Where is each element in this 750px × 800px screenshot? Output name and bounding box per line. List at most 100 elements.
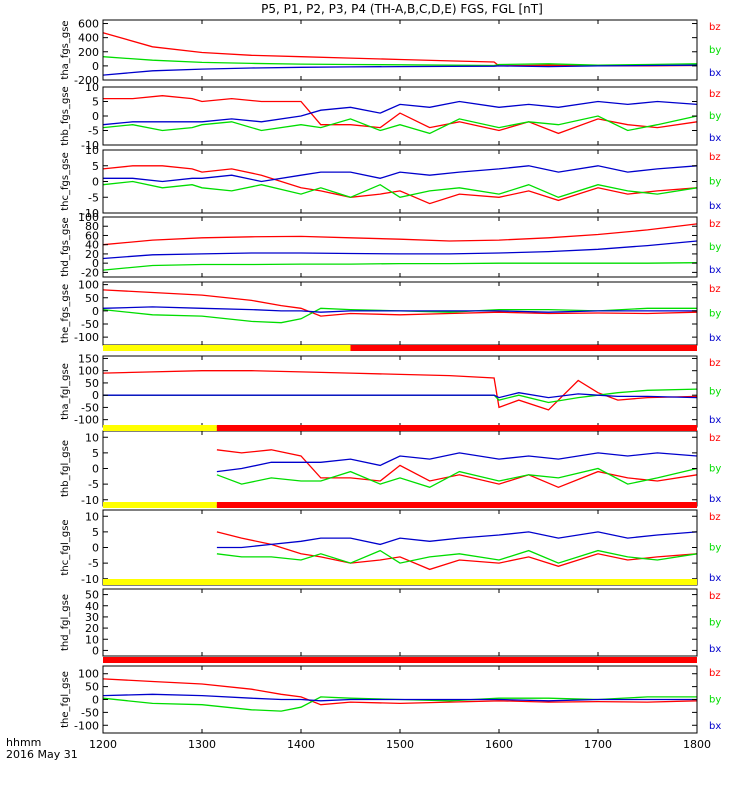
series-line-by [102, 56, 698, 67]
series-line-by [216, 549, 698, 564]
series-line-by [102, 180, 698, 198]
y-tick-label: 100 [78, 211, 99, 224]
legend-by: by [709, 464, 721, 475]
y-tick-label: 5 [92, 96, 99, 109]
panel-frame [102, 430, 698, 507]
series-line-bx [102, 306, 697, 313]
x-tick-label: 1800 [683, 738, 711, 751]
y-tick-label: 0 [92, 542, 99, 555]
y-tick-label: -10 [81, 139, 99, 152]
status-bar-segment-red [350, 345, 697, 351]
y-tick-label: 50 [85, 589, 99, 602]
y-tick-label: 50 [85, 377, 99, 390]
y-tick-label: 0 [92, 60, 99, 73]
y-tick-label: 5 [92, 526, 99, 539]
y-tick-label: 0 [92, 644, 99, 657]
panel-frame [102, 216, 698, 278]
series-line-bz [102, 289, 698, 317]
series-line-bx [102, 64, 698, 76]
x-tick-label: 1200 [89, 738, 117, 751]
series-line-bz [216, 531, 698, 571]
status-bar-segment-red [216, 425, 697, 431]
y-tick-label: 10 [85, 81, 99, 94]
y-tick-label: 20 [85, 622, 99, 635]
status-bar-segment-yellow [103, 345, 351, 351]
y-tick-label: 40 [85, 600, 99, 613]
y-axis-label: thd_fgs_gse [60, 217, 71, 276]
chart-title: P5, P1, P2, P3, P4 (TH-A,B,C,D,E) FGS, F… [261, 2, 543, 16]
panel-8: 10 5 0 -5 -10 thc_fgl_gse bz by bx [60, 509, 721, 586]
y-tick-label: -100 [74, 414, 99, 427]
series-line-bx [216, 531, 698, 549]
y-tick-label: -100 [74, 719, 99, 732]
status-bar-segment-red [216, 502, 697, 508]
x-tick-label: 1400 [287, 738, 315, 751]
legend-bx: bx [709, 644, 721, 655]
x-axis-label-date: 2016 May 31 [6, 748, 78, 761]
y-tick-label: 0 [92, 389, 99, 402]
series-line-bz [102, 165, 698, 205]
y-axis-label: thb_fgl_gse [60, 440, 71, 497]
legend-bx: bx [709, 201, 721, 212]
y-tick-label: -5 [88, 478, 99, 491]
legend-by: by [709, 309, 721, 320]
series-line-by [216, 467, 698, 489]
legend-bz: bz [709, 219, 721, 230]
y-axis-label: tha_fgs_gse [60, 20, 71, 79]
legend-bx: bx [709, 494, 721, 505]
panel-frame [102, 149, 698, 214]
y-tick-label: -10 [81, 494, 99, 507]
y-tick-label: -10 [81, 207, 99, 220]
y-axis-label: thb_fgs_gse [60, 86, 71, 145]
y-tick-label: -5 [88, 557, 99, 570]
y-tick-label: 0 [92, 305, 99, 318]
series-line-by [102, 307, 697, 324]
x-tick-label: 1700 [584, 738, 612, 751]
panel-frame [102, 19, 698, 81]
y-tick-label: -50 [81, 401, 99, 414]
status-bar-segment-yellow [103, 579, 697, 585]
y-tick-label: -100 [74, 331, 99, 344]
y-tick-label: -5 [88, 125, 99, 138]
x-axis: 1200 1300 1400 1500 1600 1700 1800 [89, 738, 711, 751]
y-tick-label: 0 [92, 694, 99, 707]
y-tick-label: 50 [85, 292, 99, 305]
legend-bz: bz [709, 284, 721, 295]
legend-bz: bz [709, 591, 721, 602]
y-tick-label: 600 [78, 18, 99, 31]
y-tick-label: 10 [85, 144, 99, 157]
y-tick-label: 20 [85, 248, 99, 261]
y-tick-label: 150 [78, 352, 99, 365]
y-tick-label: 0 [92, 110, 99, 123]
y-tick-label: -10 [81, 573, 99, 586]
panel-frame [102, 509, 698, 586]
y-tick-label: 200 [78, 46, 99, 59]
y-tick-label: -20 [81, 266, 99, 279]
series-line-by [102, 115, 698, 135]
status-bar-segment-yellow [103, 425, 217, 431]
y-tick-label: 50 [85, 681, 99, 694]
x-tick-label: 1300 [188, 738, 216, 751]
series-line-by [102, 696, 697, 712]
y-axis-label: the_fgs_gse [60, 284, 71, 343]
y-axis-label: thd_fgl_gse [60, 594, 71, 651]
series-line-bx [103, 165, 698, 183]
y-axis-label: thc_fgl_gse [60, 519, 71, 575]
x-tick-label: 1500 [386, 738, 414, 751]
y-tick-label: -200 [74, 74, 99, 87]
legend-bx: bx [709, 333, 721, 344]
legend-bz: bz [709, 512, 721, 523]
y-tick-label: -50 [81, 706, 99, 719]
legend-by: by [709, 111, 721, 122]
y-tick-label: 10 [85, 431, 99, 444]
legend-bx: bx [709, 133, 721, 144]
legend-bz: bz [709, 668, 721, 679]
panel-3: 10 5 0 -5 -10 thc_fgs_gse bz by bx [60, 144, 721, 220]
